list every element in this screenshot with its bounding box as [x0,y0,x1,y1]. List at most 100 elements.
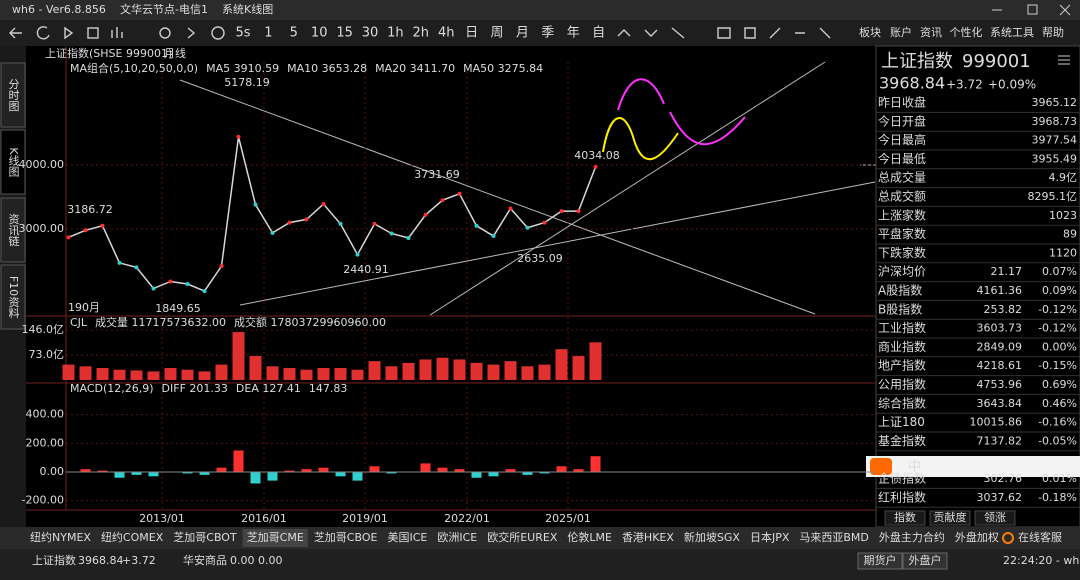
chart-title: 上证指数(SHSE 999001) [45,46,172,60]
ime-mode[interactable]: 中 [908,460,921,475]
period-button[interactable]: 周 [490,26,503,41]
quote-name: 上证指数 [881,51,953,72]
macd-bar [556,466,567,472]
quote-tab-label[interactable]: 领涨 [984,511,1006,524]
quote-tab[interactable] [929,510,971,526]
status-price: 3968.84 [78,554,124,567]
period: 月线 [164,46,186,60]
period-button[interactable]: 5 [290,26,298,41]
period-button[interactable]: 季 [541,26,554,41]
clock[interactable] [211,26,225,40]
draw-tools[interactable] [617,27,831,39]
window-name: 系统K线图 [222,2,273,16]
row-value: 4218.61 [977,359,1023,372]
exchange-tab[interactable]: 芝加哥CME [247,531,304,544]
account-button[interactable] [902,552,948,570]
volume-bar [487,364,500,380]
y-tick-label: 4000.00 [19,158,65,171]
period-button[interactable]: 月 [516,26,529,41]
exchange-tab[interactable]: 欧交所EUREX [487,530,558,544]
row-label: 昨日收盘 [878,95,926,110]
macd-bar [369,466,380,472]
price-point [185,282,190,287]
price-annotation: 5178.19 [224,76,270,89]
period-button[interactable]: 4h [438,26,455,41]
toolbar-icons[interactable] [9,26,831,40]
x-tick-label: 2022/01 [444,512,490,525]
menu-item[interactable]: 帮助 [1042,25,1064,39]
period-button[interactable]: 15 [336,26,353,41]
exchange-tab[interactable]: 日本JPX [750,530,790,544]
account-button[interactable] [857,552,903,570]
account-button-label[interactable]: 期货户 [864,553,897,567]
volume-bar [130,370,143,380]
side-tab[interactable] [0,62,26,128]
window-buttons[interactable] [992,4,1071,16]
menu-item[interactable]: 个性化 [950,25,983,39]
price-point [168,279,173,284]
account-button-label[interactable]: 外盘户 [909,553,942,567]
period-button[interactable]: 1 [264,26,272,41]
stop[interactable] [87,27,99,39]
menu-icon[interactable] [1058,55,1070,65]
bars[interactable] [111,27,123,38]
quote-tab[interactable] [974,510,1016,526]
side-tab-label[interactable]: F10资料 [7,276,20,319]
exchange-tab[interactable]: 新加坡SGX [684,530,741,544]
side-tab[interactable] [0,197,26,263]
price-point [576,209,581,214]
exchange-tab[interactable]: 纽约NYMEX [30,530,91,544]
exchange-tab[interactable]: 外盘主力合约 [879,530,945,544]
refresh[interactable] [36,26,50,40]
row-label: 今日开盘 [878,113,926,128]
side-tab-label[interactable]: 分时图 [7,78,20,112]
period-button[interactable]: 1h [387,26,404,41]
exchange-tab[interactable]: 美国ICE [387,531,427,544]
exchange-tab[interactable]: 欧洲ICE [437,531,477,544]
ime-bar[interactable] [866,456,1080,477]
play[interactable] [64,26,74,40]
service[interactable]: 在线客服 [1018,530,1062,544]
service-icon[interactable] [1002,532,1014,544]
exchange-tab[interactable]: 芝加哥CBOT [173,531,237,544]
side-tab[interactable] [0,264,26,330]
close[interactable] [1059,4,1071,16]
side-tab-label[interactable]: K线图 [7,147,20,177]
exchange-tab[interactable]: 纽约COMEX [101,530,164,544]
exchange-tab[interactable]: 马来西亚BMD [799,531,869,544]
status-cchange: 0.00 [258,554,283,567]
side-tab-label[interactable]: 资讯链 [7,213,20,246]
exchange-tab[interactable]: 外盘加权 [955,530,999,544]
row-label: 沪深均价 [878,265,926,279]
exchange-tab-bg[interactable] [242,529,308,547]
x-tick-label: 2025/01 [545,512,591,525]
side-tab[interactable] [0,129,26,195]
period-button[interactable]: 2h [413,26,430,41]
period-button[interactable]: 30 [362,26,379,41]
period-button[interactable]: 日 [465,26,478,41]
exchange-tab[interactable]: 伦敦LME [567,530,612,544]
period-button[interactable]: 10 [311,26,328,41]
back[interactable] [9,27,22,39]
quote-tab[interactable] [884,510,926,526]
quote-tab-label[interactable]: 贡献度 [934,510,967,524]
period-button[interactable]: 年 [567,26,580,41]
forward[interactable] [187,27,196,39]
price-annotation: 4034.08 [574,149,620,162]
period-button[interactable]: 5s [235,26,250,41]
exchange-tab[interactable]: 芝加哥CBOE [314,531,378,544]
menu-item[interactable]: 账户 [890,25,912,39]
exchange-tab[interactable]: 香港HKEX [622,531,674,544]
period-button[interactable]: 自 [592,26,605,41]
menu-item[interactable]: 板块 [859,25,881,39]
quote-tab-label[interactable]: 指数 [894,510,916,524]
row-value: 89 [1063,228,1077,241]
menu-item[interactable]: 系统工具 [990,26,1034,39]
menu-item[interactable]: 资讯 [920,26,942,39]
macd-bar [80,469,91,472]
x-tick-label: 2019/01 [342,512,388,525]
search[interactable] [159,27,171,39]
maximize[interactable] [1027,4,1038,15]
price-point [525,225,530,230]
macd-bar [233,450,244,472]
